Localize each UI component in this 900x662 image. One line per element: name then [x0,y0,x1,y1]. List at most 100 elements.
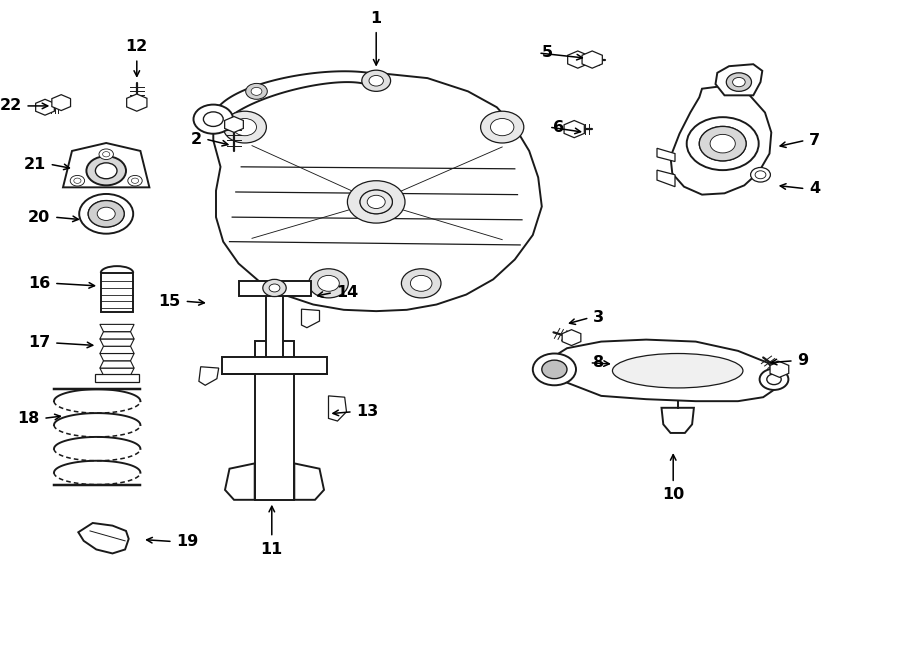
Circle shape [223,111,266,143]
Bar [238,281,310,296]
Circle shape [481,111,524,143]
Polygon shape [100,354,134,361]
Polygon shape [100,332,134,339]
Polygon shape [100,339,134,346]
Polygon shape [564,120,584,138]
Polygon shape [328,396,346,421]
Polygon shape [100,346,134,354]
Polygon shape [100,361,134,368]
Circle shape [710,134,735,153]
Circle shape [755,171,766,179]
Circle shape [347,181,405,223]
Circle shape [128,175,142,186]
Circle shape [99,149,113,160]
Polygon shape [225,463,255,500]
Bar [266,288,283,367]
Polygon shape [100,368,134,375]
Text: 15: 15 [158,294,181,308]
Text: 8: 8 [593,355,604,370]
Circle shape [86,156,126,185]
Polygon shape [568,51,588,68]
Polygon shape [294,463,324,500]
Polygon shape [716,64,762,95]
Polygon shape [549,340,779,401]
Circle shape [367,195,385,209]
Text: 11: 11 [261,542,283,557]
Text: 16: 16 [28,276,50,291]
Circle shape [760,369,788,390]
Circle shape [369,75,383,86]
Circle shape [103,152,110,157]
Polygon shape [770,361,788,377]
Circle shape [699,126,746,161]
Circle shape [79,194,133,234]
Polygon shape [582,51,602,68]
Circle shape [733,77,745,87]
Text: 5: 5 [542,46,553,60]
Polygon shape [213,71,376,131]
Circle shape [269,284,280,292]
Circle shape [74,178,81,183]
Ellipse shape [613,354,743,388]
Polygon shape [670,86,771,195]
Text: 2: 2 [191,132,202,146]
Polygon shape [52,95,70,111]
Circle shape [194,105,233,134]
Circle shape [726,73,752,91]
Polygon shape [225,117,243,132]
Polygon shape [662,408,694,433]
Bar [101,273,133,312]
Circle shape [767,374,781,385]
Polygon shape [63,143,149,187]
Polygon shape [199,367,219,385]
Circle shape [362,70,391,91]
Circle shape [309,269,348,298]
Circle shape [246,83,267,99]
Polygon shape [657,148,675,162]
Circle shape [401,269,441,298]
Circle shape [491,118,514,136]
Circle shape [88,201,124,227]
Polygon shape [562,330,580,346]
Text: 14: 14 [337,285,359,300]
Circle shape [360,190,392,214]
Text: 22: 22 [0,99,22,113]
Bar [95,374,139,382]
Text: 3: 3 [593,310,604,325]
Circle shape [542,360,567,379]
Circle shape [533,354,576,385]
Polygon shape [302,309,319,328]
Text: 17: 17 [28,336,50,350]
Circle shape [318,275,339,291]
Polygon shape [78,523,129,553]
Circle shape [88,201,124,227]
Text: 19: 19 [176,534,199,549]
Polygon shape [213,73,542,311]
Circle shape [233,118,256,136]
Text: 18: 18 [17,411,40,426]
Circle shape [687,117,759,170]
Circle shape [95,163,117,179]
Polygon shape [657,170,675,187]
Circle shape [699,126,746,161]
Circle shape [70,175,85,186]
Circle shape [751,167,770,182]
Text: 20: 20 [28,210,50,224]
Bar [255,341,294,500]
Text: 1: 1 [371,11,382,26]
Circle shape [360,190,392,214]
Text: 13: 13 [356,404,379,419]
Text: 4: 4 [809,181,820,196]
Circle shape [251,87,262,95]
Polygon shape [100,324,134,332]
Text: 9: 9 [797,354,808,368]
Text: 6: 6 [553,120,563,134]
Text: 10: 10 [662,487,684,502]
Circle shape [263,279,286,297]
Bar [222,357,327,374]
Circle shape [97,207,115,220]
Text: 21: 21 [23,157,46,171]
Polygon shape [127,94,147,111]
Polygon shape [36,99,54,115]
Circle shape [131,178,139,183]
